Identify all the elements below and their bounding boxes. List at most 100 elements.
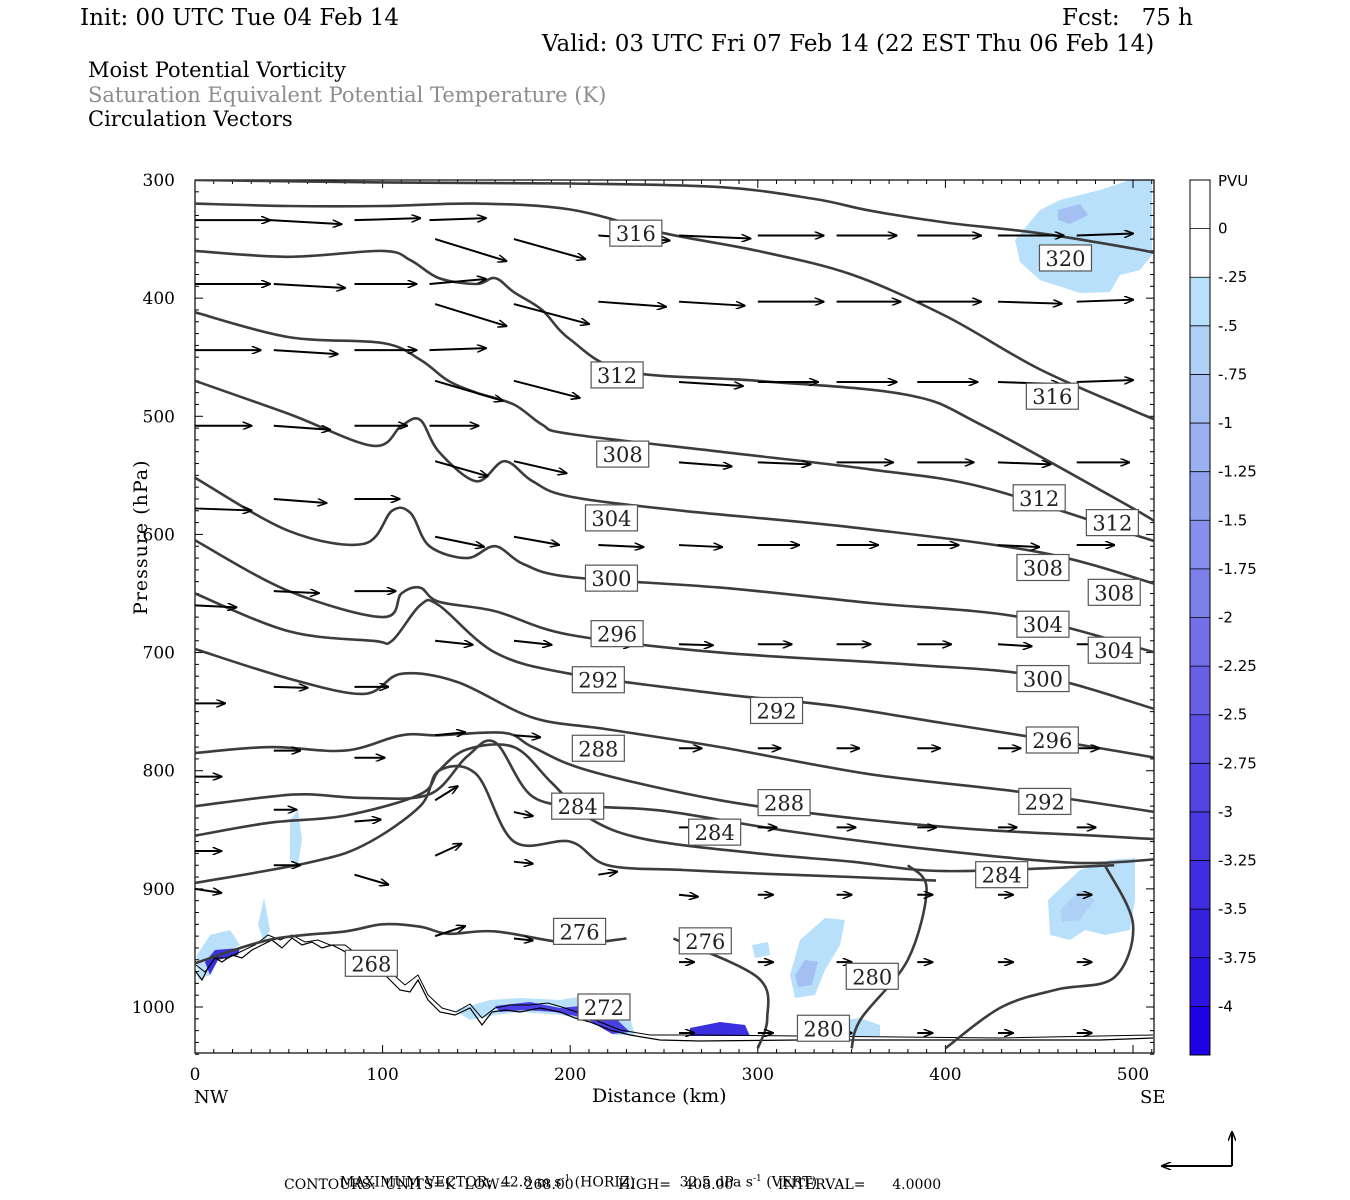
contour-label: 268 (351, 952, 391, 976)
circulation-vector (434, 844, 461, 857)
circulation-vector (434, 303, 506, 326)
contour-label-box (975, 861, 1029, 889)
horiz-unit: m s (536, 1174, 562, 1191)
contour-label-box (796, 1014, 851, 1042)
contour-label: 284 (695, 821, 735, 845)
circulation-vector (434, 786, 458, 802)
contour-label-box (584, 564, 639, 592)
contour-label-box (1087, 636, 1141, 664)
x-axis-left-end: NW (194, 1087, 229, 1108)
colorbar-swatch (1190, 1006, 1210, 1056)
theta-contour-308 (195, 311, 1154, 543)
circulation-vector (273, 591, 319, 593)
circulation-vector (997, 545, 1039, 547)
circulation-vector (1076, 234, 1133, 236)
theta-contour-272 (195, 764, 937, 885)
contour-label: 300 (591, 567, 631, 591)
colorbar-swatch (1190, 180, 1210, 230)
plot-frame (194, 179, 1155, 1054)
contour-label: 308 (1023, 557, 1063, 581)
theta-contour-loop (850, 864, 928, 1049)
colorbar-level-label: -.75 (1218, 365, 1247, 383)
contour-label: 316 (1032, 385, 1072, 409)
circulation-vector (429, 218, 486, 220)
circulation-vector (194, 508, 251, 510)
colorbar-level-label: -3 (1218, 803, 1233, 821)
circulation-vector (513, 379, 580, 398)
theta-contour-312 (195, 249, 1154, 524)
contour-label-box (577, 993, 631, 1021)
pv-colorbar: PVU 0 -.25 -.5 -.75 -1 -1.25 -1.5 -1.75 -2 -2.25 -2… (1189, 172, 1257, 1056)
terrain-outline-2 (195, 934, 1154, 1039)
x-tick-label: 100 (366, 1065, 398, 1085)
colorbar-swatch (1190, 909, 1210, 959)
circulation-vector (513, 303, 589, 324)
contour-label-box (749, 696, 804, 725)
contour-label: 300 (1023, 668, 1063, 692)
contour-label-box (571, 734, 625, 762)
circulation-vector (757, 462, 811, 464)
circulation-vector (678, 895, 698, 897)
y-tick-label: 300 (143, 171, 175, 191)
circulation-vector (678, 381, 743, 386)
contour-label-box (552, 917, 607, 945)
contour-label: 292 (1025, 790, 1065, 814)
circulation-vector (1076, 380, 1133, 382)
vert-value: 32.5 (679, 1174, 711, 1191)
theta-contour-280 (195, 739, 1154, 865)
mpv-patch-bottom-left-core (205, 948, 240, 975)
y-tick-label: 1000 (132, 998, 175, 1018)
colorbar-swatch (1190, 520, 1210, 570)
circulation-vector (434, 460, 488, 476)
contour-label: 312 (597, 364, 637, 388)
contour-label-box (757, 789, 811, 817)
forecast-hour: Fcst: 75 h (1062, 5, 1193, 31)
colorbar-swatch (1190, 957, 1210, 1007)
mpv-patch-bottom-mid (690, 1022, 750, 1036)
circulation-vector (194, 605, 236, 607)
circulation-vector (997, 302, 1062, 304)
circulation-vector (434, 535, 484, 547)
circulation-vector (273, 424, 330, 430)
contour-label: 284 (982, 864, 1022, 888)
contour-label: 276 (685, 930, 725, 954)
circulation-vector (678, 461, 732, 466)
colorbar-level-label: -2.25 (1218, 657, 1257, 675)
circulation-vector (513, 862, 533, 864)
circulation-vector (273, 282, 345, 288)
circulation-vector (273, 687, 308, 688)
horiz-exp: -1 (561, 1174, 571, 1184)
field-vector-label: Circulation Vectors (88, 107, 293, 131)
colorbar-level-label: -2.75 (1218, 754, 1257, 772)
contour-label-box (590, 361, 644, 389)
contour-label-box (551, 792, 605, 820)
mpv-patch-upper-right-core (1058, 204, 1088, 224)
contour-label: 304 (1023, 613, 1063, 637)
circulation-vector (513, 460, 567, 473)
contour-label-box (1087, 578, 1141, 606)
circulation-vector (598, 872, 617, 875)
circulation-vector (513, 938, 533, 940)
contour-label: 292 (757, 699, 797, 723)
circulation-vector (598, 300, 666, 307)
mpv-patch-left-small (258, 898, 270, 942)
theta-contour-268 (195, 922, 627, 965)
contour-label: 312 (1019, 487, 1059, 511)
terrain-outline (195, 937, 1154, 1042)
colorbar-swatch (1190, 423, 1210, 473)
x-axis-right-end: SE (1140, 1087, 1166, 1108)
colorbar-swatch (1190, 617, 1210, 667)
contour-label: 292 (578, 669, 618, 693)
colorbar-unit: PVU (1218, 172, 1248, 190)
circulation-vector (269, 219, 341, 224)
y-axis-label: Pressure (hPa) (130, 459, 152, 615)
colorbar-swatch (1190, 714, 1210, 764)
circulation-vector (435, 732, 465, 735)
colorbar-level-label: -1.25 (1218, 463, 1257, 481)
contour-label: 296 (597, 623, 637, 647)
circulation-vector (273, 497, 327, 503)
circulation-vectors (194, 218, 1133, 1033)
mpv-patch-mid-core (795, 960, 818, 987)
contour-label: 288 (578, 737, 618, 761)
colorbar-level-label: -3.75 (1218, 949, 1257, 967)
